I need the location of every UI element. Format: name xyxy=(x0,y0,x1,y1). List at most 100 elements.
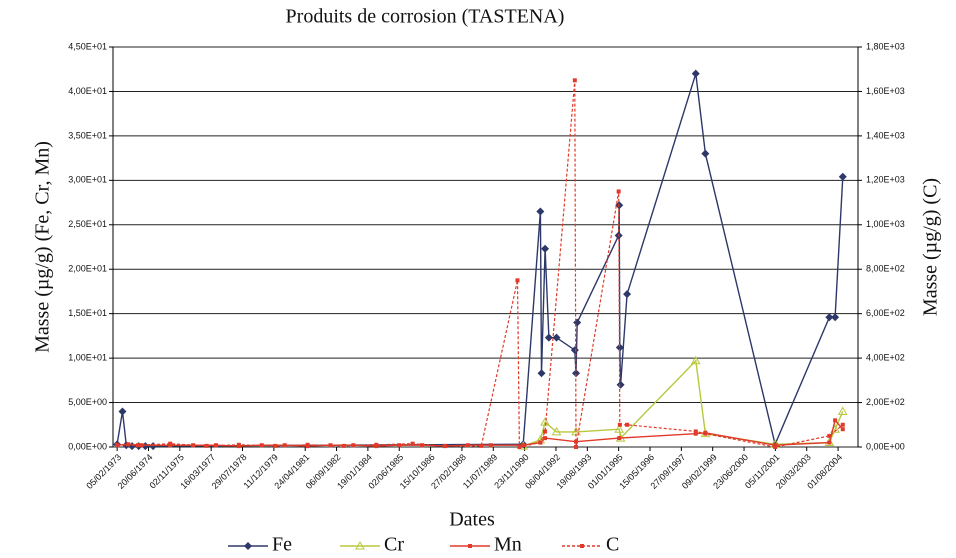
series-line xyxy=(117,80,844,448)
point xyxy=(236,442,241,447)
legend-label: Fe xyxy=(272,534,292,556)
legend-marker xyxy=(580,544,584,548)
x-axis-title: Dates xyxy=(449,509,495,531)
point xyxy=(625,422,630,427)
y-axis-title: Masse (µg/g) (Fe, Cr, Mn) xyxy=(32,141,54,353)
point xyxy=(305,442,310,447)
point xyxy=(837,406,848,415)
point xyxy=(139,443,144,448)
point xyxy=(693,431,698,436)
point xyxy=(623,290,632,299)
point xyxy=(410,441,415,446)
y-tick-label: 3,00E+01 xyxy=(68,175,107,185)
point xyxy=(515,278,520,283)
point xyxy=(701,149,710,158)
point xyxy=(617,422,622,427)
y2-tick-label: 6,00E+02 xyxy=(866,308,905,318)
series-line xyxy=(116,73,844,447)
point xyxy=(543,429,548,434)
point xyxy=(840,427,845,432)
point xyxy=(397,443,402,448)
point xyxy=(616,189,621,194)
y-tick-label: 4,00E+01 xyxy=(68,86,107,96)
y2-tick-label: 1,60E+03 xyxy=(866,86,905,96)
point xyxy=(703,431,708,436)
point xyxy=(135,443,140,448)
point xyxy=(126,442,131,447)
point xyxy=(551,426,562,436)
series-line xyxy=(117,418,844,447)
point xyxy=(536,207,545,216)
y2-tick-label: 1,80E+03 xyxy=(866,41,905,51)
y2-tick-label: 2,00E+02 xyxy=(866,397,905,407)
point xyxy=(420,443,425,448)
point xyxy=(544,333,553,342)
point xyxy=(341,443,346,448)
point xyxy=(521,443,526,448)
point xyxy=(570,346,579,355)
y2-tick-label: 1,40E+03 xyxy=(866,130,905,140)
point xyxy=(204,443,209,448)
y-tick-label: 1,00E+01 xyxy=(68,352,107,362)
chart-title: Produits de corrosion (TASTENA) xyxy=(286,6,565,28)
y-tick-label: 4,50E+01 xyxy=(68,41,107,51)
legend-marker xyxy=(244,542,252,550)
point xyxy=(213,443,218,448)
point xyxy=(488,443,493,448)
point xyxy=(118,407,127,416)
y2-tick-label: 8,00E+02 xyxy=(866,264,905,274)
point xyxy=(374,442,379,447)
series-line xyxy=(522,359,844,447)
point xyxy=(517,445,522,449)
point xyxy=(616,380,625,389)
point xyxy=(149,442,158,451)
point xyxy=(465,443,470,448)
point xyxy=(573,318,582,327)
y2-axis-title: Masse (µg/g) (C) xyxy=(920,178,942,316)
point xyxy=(831,313,840,322)
point xyxy=(543,436,548,441)
point xyxy=(572,369,581,378)
point xyxy=(693,429,698,434)
y-tick-label: 0,00E+00 xyxy=(68,441,107,451)
point xyxy=(825,313,834,322)
y-tick-label: 5,00E+00 xyxy=(68,397,107,407)
point xyxy=(833,418,838,423)
point xyxy=(827,433,832,438)
point xyxy=(615,343,624,352)
y2-tick-label: 0,00E+00 xyxy=(866,441,905,451)
point xyxy=(840,422,845,427)
point xyxy=(328,443,333,448)
point xyxy=(259,443,264,448)
y-tick-label: 3,50E+01 xyxy=(68,130,107,140)
point xyxy=(773,445,778,449)
point xyxy=(574,445,579,449)
point xyxy=(168,441,173,446)
y2-tick-label: 1,00E+03 xyxy=(866,219,905,229)
point xyxy=(574,439,579,444)
legend-marker xyxy=(355,540,365,550)
point xyxy=(538,440,543,445)
point xyxy=(827,440,832,445)
point xyxy=(572,78,577,83)
point xyxy=(273,443,278,448)
y-tick-label: 2,50E+01 xyxy=(68,219,107,229)
legend-label: Mn xyxy=(494,534,522,556)
point xyxy=(690,355,701,365)
point xyxy=(614,424,625,433)
legend-marker xyxy=(468,544,472,548)
point xyxy=(537,369,546,378)
point xyxy=(115,442,120,447)
point xyxy=(442,443,447,448)
point xyxy=(479,443,484,448)
y-tick-label: 1,50E+01 xyxy=(68,308,107,318)
point xyxy=(838,172,847,181)
legend-label: C xyxy=(606,534,619,556)
point xyxy=(552,333,561,342)
point xyxy=(617,436,622,441)
point xyxy=(541,244,550,253)
point xyxy=(691,69,700,78)
y-tick-label: 2,00E+01 xyxy=(68,264,107,274)
y2-tick-label: 1,20E+03 xyxy=(866,175,905,185)
